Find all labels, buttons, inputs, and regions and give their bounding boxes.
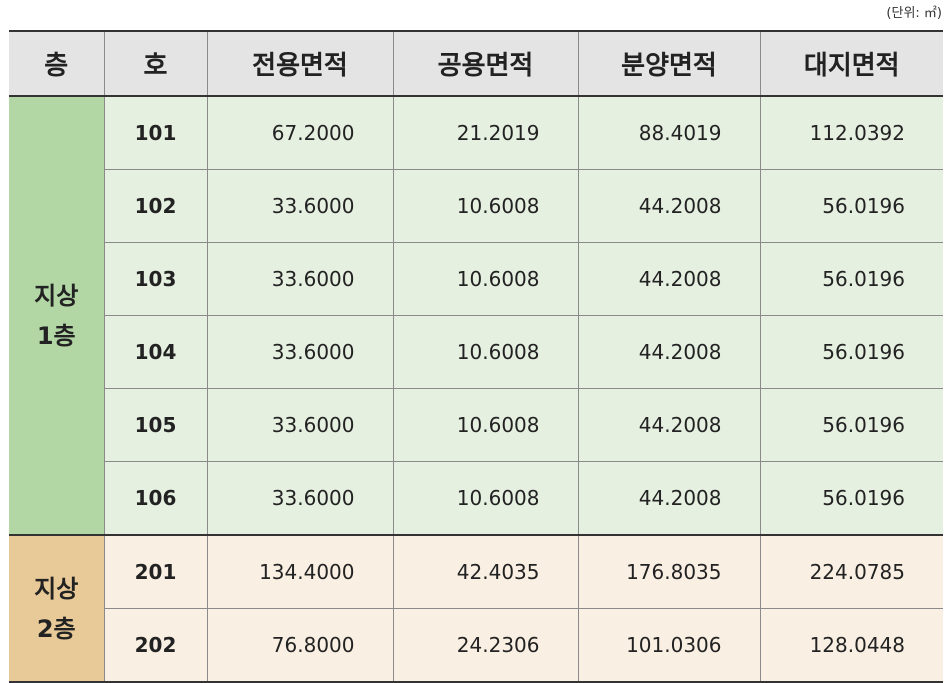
exclusive-area: 33.6000 bbox=[206, 461, 394, 536]
unit-number: 106 bbox=[104, 461, 208, 536]
common-area: 24.2306 bbox=[392, 608, 579, 683]
table-row: 102 33.6000 10.6008 44.2008 56.0196 bbox=[9, 169, 943, 243]
table-row: 106 33.6000 10.6008 44.2008 56.0196 bbox=[9, 461, 943, 536]
unit-note: (단위: ㎡) bbox=[886, 6, 942, 21]
exclusive-area: 33.6000 bbox=[206, 242, 394, 316]
table-row: 202 76.8000 24.2306 101.0306 128.0448 bbox=[9, 608, 943, 683]
sale-area: 44.2008 bbox=[577, 461, 761, 536]
floor-cell: 지상 2층 bbox=[9, 534, 105, 683]
sale-area: 44.2008 bbox=[577, 315, 761, 389]
exclusive-area: 67.2000 bbox=[206, 95, 394, 170]
unit-number: 101 bbox=[103, 95, 208, 170]
unit-number: 201 bbox=[103, 534, 208, 609]
unit-number: 105 bbox=[104, 388, 208, 462]
unit-number: 103 bbox=[104, 242, 208, 316]
table-row: 105 33.6000 10.6008 44.2008 56.0196 bbox=[9, 388, 943, 462]
sale-area: 88.4019 bbox=[577, 95, 761, 170]
header-exclusive-area: 전용면적 bbox=[206, 30, 394, 97]
exclusive-area: 33.6000 bbox=[206, 388, 394, 462]
land-area: 56.0196 bbox=[759, 242, 943, 316]
header-sale-area: 분양면적 bbox=[577, 30, 761, 97]
floor-label-line2: 1층 bbox=[36, 321, 76, 350]
header-floor: 층 bbox=[9, 30, 105, 97]
sale-area: 44.2008 bbox=[577, 242, 761, 316]
common-area: 10.6008 bbox=[392, 315, 579, 389]
floor-label-line1: 지상 bbox=[34, 281, 79, 310]
exclusive-area: 33.6000 bbox=[206, 169, 394, 243]
exclusive-area: 76.8000 bbox=[206, 608, 394, 683]
land-area: 56.0196 bbox=[759, 388, 943, 462]
table-row: 103 33.6000 10.6008 44.2008 56.0196 bbox=[9, 242, 943, 316]
floor-cell: 지상 1층 bbox=[9, 95, 105, 536]
exclusive-area: 134.4000 bbox=[206, 534, 394, 609]
common-area: 10.6008 bbox=[392, 242, 579, 316]
sale-area: 44.2008 bbox=[577, 388, 761, 462]
exclusive-area: 33.6000 bbox=[206, 315, 394, 389]
sale-area: 176.8035 bbox=[577, 534, 761, 609]
unit-number: 102 bbox=[104, 169, 208, 243]
land-area: 56.0196 bbox=[759, 461, 943, 536]
table-row: 지상 2층 201 134.4000 42.4035 176.8035 224.… bbox=[9, 534, 943, 683]
sale-area: 44.2008 bbox=[577, 169, 761, 243]
sale-area: 101.0306 bbox=[577, 608, 761, 683]
unit-number: 202 bbox=[104, 608, 208, 683]
floor-label-line2: 2층 bbox=[36, 614, 76, 643]
floor-label-line1: 지상 bbox=[34, 574, 79, 603]
header-row: 층 호 전용면적 공용면적 분양면적 대지면적 bbox=[9, 30, 943, 97]
land-area: 56.0196 bbox=[759, 315, 943, 389]
table-row: 지상 1층 101 67.2000 21.2019 88.4019 112.03… bbox=[9, 95, 943, 536]
common-area: 10.6008 bbox=[392, 461, 579, 536]
common-area: 10.6008 bbox=[392, 169, 579, 243]
common-area: 10.6008 bbox=[392, 388, 579, 462]
land-area: 112.0392 bbox=[759, 95, 943, 170]
header-land-area: 대지면적 bbox=[759, 30, 943, 97]
land-area: 128.0448 bbox=[759, 608, 943, 683]
common-area: 42.4035 bbox=[392, 534, 579, 609]
area-table: 층 호 전용면적 공용면적 분양면적 대지면적 지상 1층 101 67.200… bbox=[9, 30, 943, 683]
header-unit: 호 bbox=[103, 30, 208, 97]
header-common-area: 공용면적 bbox=[392, 30, 579, 97]
land-area: 224.0785 bbox=[759, 534, 943, 609]
table-row: 104 33.6000 10.6008 44.2008 56.0196 bbox=[9, 315, 943, 389]
common-area: 21.2019 bbox=[392, 95, 579, 170]
unit-number: 104 bbox=[104, 315, 208, 389]
land-area: 56.0196 bbox=[759, 169, 943, 243]
